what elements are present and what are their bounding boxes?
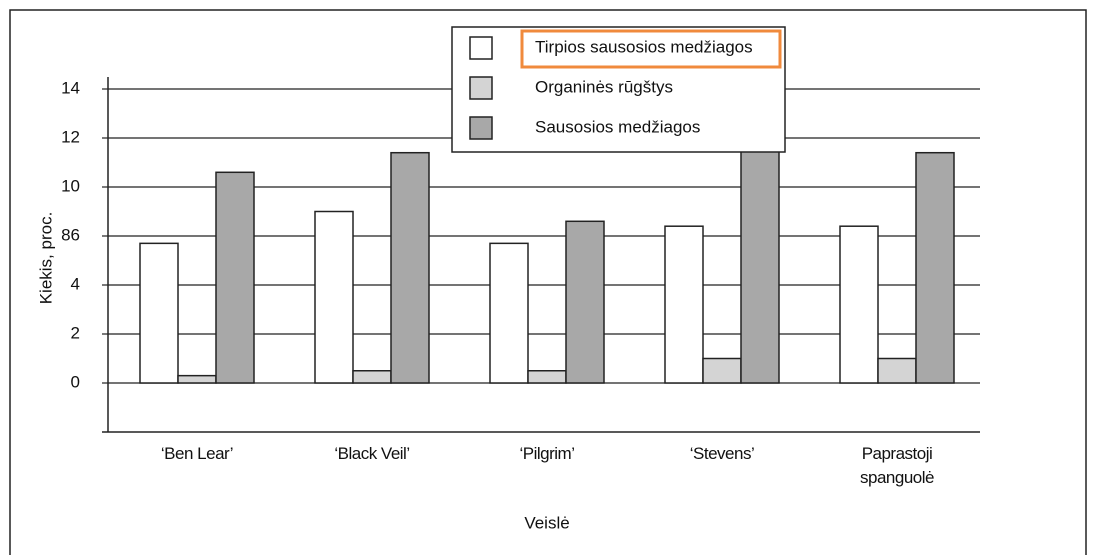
- frame: [9, 9, 1087, 555]
- bar: [527, 370, 567, 384]
- x-tick-label: ‘Pilgrim’: [519, 444, 576, 463]
- bar: [702, 357, 742, 384]
- bar: [314, 210, 354, 384]
- y-tick-label: 10: [61, 176, 80, 195]
- bar: [839, 225, 879, 384]
- legend-swatch: [469, 76, 493, 100]
- bar: [565, 220, 605, 384]
- y-axis-label: Kiekis, proc.: [36, 212, 55, 305]
- bar: [489, 242, 529, 384]
- bar: [352, 370, 392, 384]
- y-tick-label: 4: [71, 274, 80, 293]
- y-tick-label: 2: [71, 323, 80, 342]
- x-tick-label: Paprastoji spanguolė: [860, 444, 934, 487]
- legend: Tirpios sausosios medžiagos Organinės rūg…: [451, 26, 786, 153]
- bar: [215, 171, 255, 384]
- legend-box: [451, 26, 786, 153]
- y-tick-label: 0: [71, 372, 80, 391]
- legend-label: Sausosios medžiagos: [535, 117, 700, 136]
- y-tick-label: 12: [61, 127, 80, 146]
- x-tick-label: ‘Ben Lear’: [160, 444, 234, 463]
- bar: [877, 357, 917, 384]
- x-tick-label: ‘Black Veil’: [334, 444, 410, 463]
- bar: [664, 225, 704, 384]
- bar: [390, 151, 430, 384]
- bar: [139, 242, 179, 384]
- y-tick-label: 14: [61, 78, 80, 97]
- bar: [915, 151, 955, 384]
- x-axis-label: Veislė: [524, 513, 569, 532]
- x-tick-label: ‘Stevens’: [689, 444, 755, 463]
- legend-swatch: [469, 116, 493, 140]
- bar: [177, 374, 217, 384]
- bar: [740, 149, 780, 384]
- highlight-box: [520, 29, 782, 69]
- legend-label: Tirpios sausosios medžiagos: [535, 37, 753, 56]
- y-tick-label: 86: [61, 225, 80, 244]
- legend-label: Organinės rūgštys: [535, 77, 673, 96]
- legend-swatch: [469, 36, 493, 60]
